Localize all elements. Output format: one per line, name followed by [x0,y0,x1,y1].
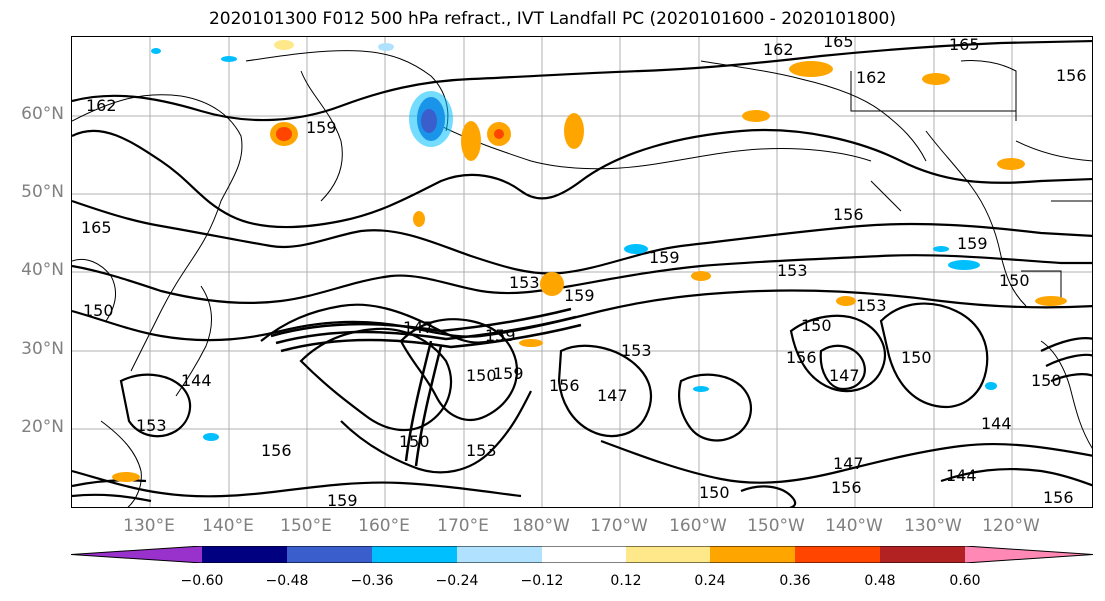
colorbar-tick: 0.12 [610,573,642,589]
contour-label: 165 [823,37,854,51]
contour-label: 156 [831,478,862,497]
colorbar-bin [457,546,542,563]
colorbar-bin [795,546,880,563]
contour-label: 162 [763,40,794,59]
contour-label: 150 [801,316,832,335]
contour-label: 162 [86,96,117,115]
colorbar-tick: −0.12 [520,573,564,589]
contour-label: 150 [466,366,497,385]
lon-label-130e: 130°E [123,516,175,536]
lat-label-20n: 20°N [21,417,64,437]
colorbar-tick: 0.48 [864,573,896,589]
contour-label: 159 [493,364,524,383]
colorbar-tick: −0.60 [180,573,224,589]
contour-label: 147 [833,454,864,473]
frontal-band [270,307,582,467]
contour-label: 159 [564,286,595,305]
lat-label-60n: 60°N [21,104,64,124]
colorbar-tick: −0.24 [435,573,479,589]
colorbar-high-extend [965,546,1093,563]
contour-label: 156 [549,376,580,395]
map-panel[interactable]: 162 165 165 162 156 159 165 156 159 153 … [71,36,1093,508]
contour-label: 150 [399,432,430,451]
contour-label: 159 [957,234,988,253]
map-title: 2020101300 F012 500 hPa refract., IVT La… [208,9,896,29]
contour-label: 156 [261,441,292,460]
contour-label: 153 [136,416,167,435]
lon-label-130w: 130°W [904,516,962,536]
contour-label: 153 [777,261,808,280]
contour-label: 153 [466,441,497,460]
contour-label: 150 [1031,371,1062,390]
lon-label-150e: 150°E [280,516,332,536]
contour-label: 159 [649,248,680,267]
coastlines [72,50,1092,507]
contour-label: 144 [981,414,1012,433]
lon-label-140w: 140°W [825,516,883,536]
colorbar-bin [287,546,372,563]
colorbar-bin [372,546,457,563]
anomaly-shading [112,40,1067,482]
contour-label: 162 [856,68,887,87]
contour-label: 144 [181,371,212,390]
contour-label: 153 [856,296,887,315]
colorbar-tick: 0.36 [779,573,811,589]
lon-label-170e: 170°E [437,516,489,536]
map-canvas: 162 165 165 162 156 159 165 156 159 153 … [72,37,1092,508]
contour-label: 150 [83,301,114,320]
contour-label: 153 [509,273,540,292]
lon-label-120w: 120°W [982,516,1040,536]
contour-label: 153 [621,341,652,360]
contour-label: 156 [833,205,864,224]
colorbar-bin [626,546,710,563]
contour-label: 147 [597,386,628,405]
colorbar [71,546,1093,563]
lon-label-150w: 150°W [747,516,805,536]
colorbar-tick: −0.36 [350,573,394,589]
lat-label-50n: 50°N [21,182,64,202]
contour-label: 156 [786,348,817,367]
lat-label-40n: 40°N [21,260,64,280]
colorbar-tick: −0.48 [265,573,309,589]
lon-label-140e: 140°E [202,516,254,536]
contour-label: 156 [1056,66,1087,85]
contour-label: 150 [699,483,730,502]
colorbar-tick: 0.60 [949,573,981,589]
contour-label: 156 [1043,488,1074,507]
lon-label-180w: 180°W [512,516,570,536]
contour-label: 159 [306,118,337,137]
colorbar-bin [710,546,795,563]
lon-label-170w: 170°W [590,516,648,536]
contour-label: 147 [403,318,434,337]
contour-label: 165 [81,218,112,237]
colorbar-bin [542,546,626,563]
contour-label: 165 [949,37,980,54]
contour-label: 150 [999,271,1030,290]
contour-label: 150 [901,348,932,367]
contour-label: 159 [485,326,516,345]
graticule [72,37,1092,507]
colorbar-bin [202,546,287,563]
colorbar-low-extend [71,546,202,563]
contour-label: 159 [327,491,358,508]
lat-label-30n: 30°N [21,339,64,359]
lon-label-160w: 160°W [669,516,727,536]
contour-labels: 162 165 165 162 156 159 165 156 159 153 … [81,37,1087,508]
contour-label: 147 [829,366,860,385]
contour-label: 144 [946,466,977,485]
colorbar-tick: 0.24 [694,573,726,589]
colorbar-bin [880,546,965,563]
lon-label-160e: 160°E [358,516,410,536]
